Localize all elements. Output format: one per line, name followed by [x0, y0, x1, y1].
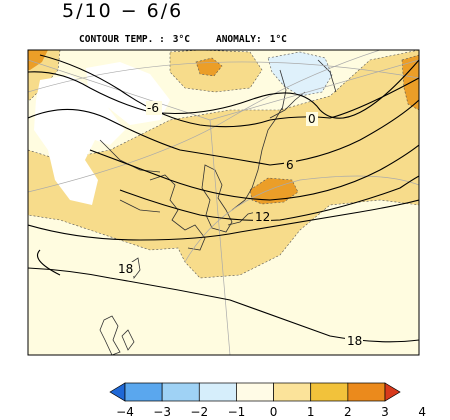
anomaly-label: ANOMALY: [215, 34, 262, 45]
colorbar-swatch [273, 382, 312, 402]
contour-label-12: 12 [255, 210, 270, 224]
contour-legend-line: CONTOUR TEMP. : 3°C ANOMALY: 1°C [79, 34, 295, 45]
graticule [28, 50, 419, 355]
contour-value: 3°C [172, 34, 190, 45]
colorbar-tick-label: −1 [228, 405, 246, 419]
temperature-contours [28, 54, 419, 343]
map-panel: -6 0 6 12 18 18 [28, 50, 419, 355]
colorbar-tick-label: 0 [270, 405, 278, 419]
contour-label-18-west: 18 [118, 262, 133, 276]
contour-label-18-east: 18 [347, 334, 362, 348]
colorbar: −4 −3 −2 −1 0 1 2 3 4 [109, 382, 426, 419]
colorbar-swatch [347, 382, 386, 402]
colorbar-swatch [124, 382, 163, 402]
contour-label-6: 6 [286, 158, 294, 172]
colorbar-tick-label: 4 [418, 405, 426, 419]
contour-label-minus6: -6 [147, 101, 159, 115]
contour-label-group: -6 0 6 12 18 18 [116, 101, 363, 348]
coastlines [99, 59, 337, 355]
strong-anomaly-east-japan [249, 177, 299, 205]
map-frame [27, 49, 420, 356]
colorbar-swatch [310, 382, 349, 402]
no-data-region-west [34, 75, 125, 205]
colorbar-tick-label: −4 [116, 405, 134, 419]
colorbar-swatch [198, 382, 237, 402]
contour-label-0: 0 [308, 112, 316, 126]
anomaly-value: 1°C [269, 34, 287, 45]
colorbar-swatch [236, 382, 274, 402]
strong-anomaly-nw [28, 50, 48, 70]
colorbar-tick-label: 1 [307, 405, 315, 419]
warm-anomaly-region [28, 50, 419, 279]
colorbar-right-arrow [384, 382, 401, 402]
colorbar-swatch [161, 382, 200, 402]
colorbar-tick-label: 2 [344, 405, 352, 419]
colorbar-tick-label: −2 [190, 405, 208, 419]
colorbar-left-arrow [109, 382, 126, 402]
contour-label: CONTOUR TEMP. : [79, 34, 165, 45]
colorbar-tick-label: 3 [381, 405, 389, 419]
colorbar-tick-label: −3 [153, 405, 171, 419]
period-title: 5/10 − 6/6 [62, 0, 184, 22]
